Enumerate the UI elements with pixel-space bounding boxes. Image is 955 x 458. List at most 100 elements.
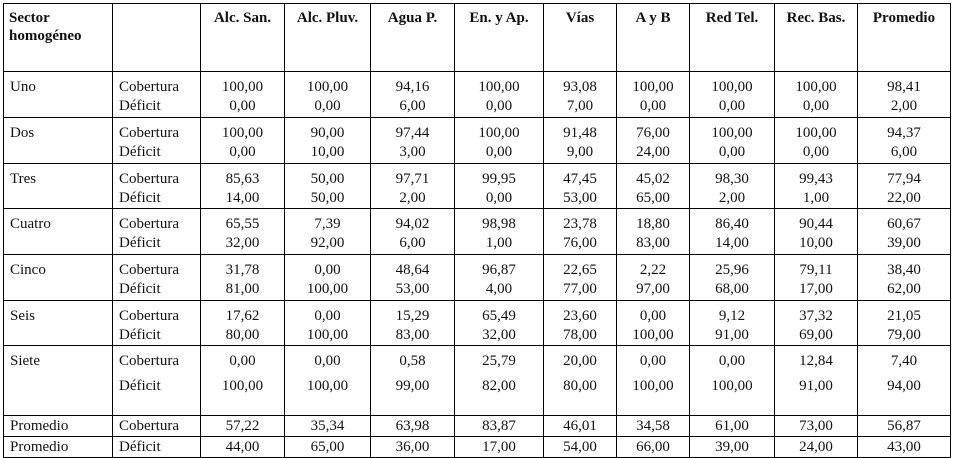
- value-cell: 86,40 14,00: [689, 208, 775, 255]
- deficit-value: 0,00: [485, 144, 513, 160]
- value-cell: 23,78 76,00: [543, 208, 617, 255]
- value-cell: 79,11 17,00: [774, 254, 858, 301]
- promedio-value: 44,00: [200, 436, 285, 458]
- value-cell: 0,00 100,00: [284, 300, 371, 346]
- sector-name: Cinco: [3, 254, 113, 301]
- deficit-value: 76,00: [563, 235, 597, 251]
- cobertura-value: 90,44: [799, 216, 833, 232]
- deficit-value: 53,00: [563, 190, 597, 206]
- deficit-value: 83,00: [636, 235, 670, 251]
- deficit-value: 92,00: [310, 235, 345, 251]
- promedio-value: 65,00: [284, 436, 371, 458]
- value-cell: 100,00 0,00: [200, 71, 285, 118]
- deficit-value: 17,00: [799, 281, 833, 297]
- cobertura-value: 100,00: [711, 125, 753, 141]
- value-cell: 0,00 100,00: [689, 345, 775, 416]
- value-cell: 21,05 79,00: [857, 300, 951, 346]
- value-cell: 97,44 3,00: [370, 117, 455, 164]
- cobertura-value: 12,84: [799, 353, 833, 369]
- promedio-value: 34,58: [616, 415, 690, 437]
- value-cell: 0,00 100,00: [616, 345, 690, 416]
- value-cell: 23,60 78,00: [543, 300, 617, 346]
- value-cell: 60,67 39,00: [857, 208, 951, 255]
- sector-name: Dos: [3, 117, 113, 164]
- value-cell: 15,29 83,00: [370, 300, 455, 346]
- deficit-value: 0,00: [802, 144, 830, 160]
- cobertura-value: 0,58: [399, 353, 426, 369]
- header-en-y-ap: En. y Ap.: [454, 3, 544, 72]
- cobertura-value: 96,87: [482, 262, 516, 278]
- deficit-value: 83,00: [395, 327, 430, 343]
- promedio-value: 54,00: [543, 436, 617, 458]
- deficit-value: 1,00: [802, 190, 830, 206]
- cobertura-value: 100,00: [478, 79, 520, 95]
- value-cell: 38,40 62,00: [857, 254, 951, 301]
- deficit-value: 68,00: [715, 281, 749, 297]
- deficit-value: 0,00: [229, 144, 256, 160]
- deficit-value: 32,00: [225, 235, 260, 251]
- value-cell: 94,37 6,00: [857, 117, 951, 164]
- cobertura-value: 25,79: [482, 353, 516, 369]
- cobertura-value: 47,45: [563, 171, 597, 187]
- deficit-value: 100,00: [221, 378, 264, 394]
- value-cell: 100,00 0,00: [774, 71, 858, 118]
- cobertura-value: 94,16: [395, 79, 430, 95]
- cobertura-value: 100,00: [306, 79, 349, 95]
- value-cell: 0,00 100,00: [284, 345, 371, 416]
- cobertura-value: 76,00: [636, 125, 670, 141]
- deficit-value: 22,00: [887, 190, 921, 206]
- cobertura-value: 100,00: [632, 79, 674, 95]
- deficit-value: 1,00: [485, 235, 513, 251]
- cobertura-value: 98,30: [715, 171, 749, 187]
- value-cell: 91,48 9,00: [543, 117, 617, 164]
- cobertura-value: 0,00: [229, 353, 256, 369]
- value-cell: 100,00 0,00: [454, 71, 544, 118]
- value-cell: 90,00 10,00: [284, 117, 371, 164]
- deficit-value: 80,00: [563, 378, 597, 394]
- cobertura-value: 15,29: [395, 308, 430, 324]
- table-row: Cuatro Cobertura Déficit 65,55 32,00 7,39 92,0…: [3, 208, 951, 255]
- value-cell: 65,55 32,00: [200, 208, 285, 255]
- deficit-value: 80,00: [225, 327, 260, 343]
- cobertura-value: 31,78: [225, 262, 260, 278]
- deficit-value: 94,00: [887, 378, 921, 394]
- sector-name: Tres: [3, 163, 113, 209]
- value-cell: 99,95 0,00: [454, 163, 544, 209]
- row-type-cell: Cobertura Déficit: [112, 163, 201, 209]
- value-cell: 100,00 0,00: [689, 117, 775, 164]
- value-cell: 48,64 53,00: [370, 254, 455, 301]
- deficit-value: 9,00: [566, 144, 594, 160]
- cobertura-value: 97,44: [395, 125, 430, 141]
- cobertura-value: 79,11: [799, 262, 833, 278]
- row-type-cell: Cobertura Déficit: [112, 117, 201, 164]
- deficit-value: 100,00: [711, 378, 753, 394]
- cobertura-value: 21,05: [887, 308, 921, 324]
- value-cell: 97,71 2,00: [370, 163, 455, 209]
- header-sector-line-1: Sector: [9, 10, 50, 26]
- cobertura-value: 99,95: [482, 171, 516, 187]
- deficit-value: 0,00: [718, 144, 746, 160]
- deficit-value: 4,00: [485, 281, 513, 297]
- value-cell: 25,96 68,00: [689, 254, 775, 301]
- promedio-row: Promedio Déficit 44,00 65,00 36,00 17,00 54,00…: [3, 436, 951, 458]
- deficit-value: 14,00: [225, 190, 260, 206]
- promedio-type: Cobertura: [112, 415, 201, 437]
- header-promedio: Promedio: [857, 3, 951, 72]
- cobertura-value: 93,08: [563, 79, 597, 95]
- value-cell: 65,49 32,00: [454, 300, 544, 346]
- cobertura-value: 25,96: [715, 262, 749, 278]
- value-cell: 98,41 2,00: [857, 71, 951, 118]
- cobertura-value: 98,98: [482, 216, 516, 232]
- deficit-value: 24,00: [636, 144, 670, 160]
- value-cell: 100,00 0,00: [774, 117, 858, 164]
- header-rec-bas: Rec. Bas.: [774, 3, 858, 72]
- promedio-value: 61,00: [689, 415, 775, 437]
- value-cell: 98,98 1,00: [454, 208, 544, 255]
- row-type-deficit: Déficit: [119, 190, 161, 206]
- sector-name: Seis: [3, 300, 113, 346]
- promedio-value: 57,22: [200, 415, 285, 437]
- deficit-value: 6,00: [399, 98, 426, 114]
- value-cell: 2,22 97,00: [616, 254, 690, 301]
- cobertura-value: 50,00: [310, 171, 345, 187]
- row-type-cobertura: Cobertura: [119, 308, 179, 324]
